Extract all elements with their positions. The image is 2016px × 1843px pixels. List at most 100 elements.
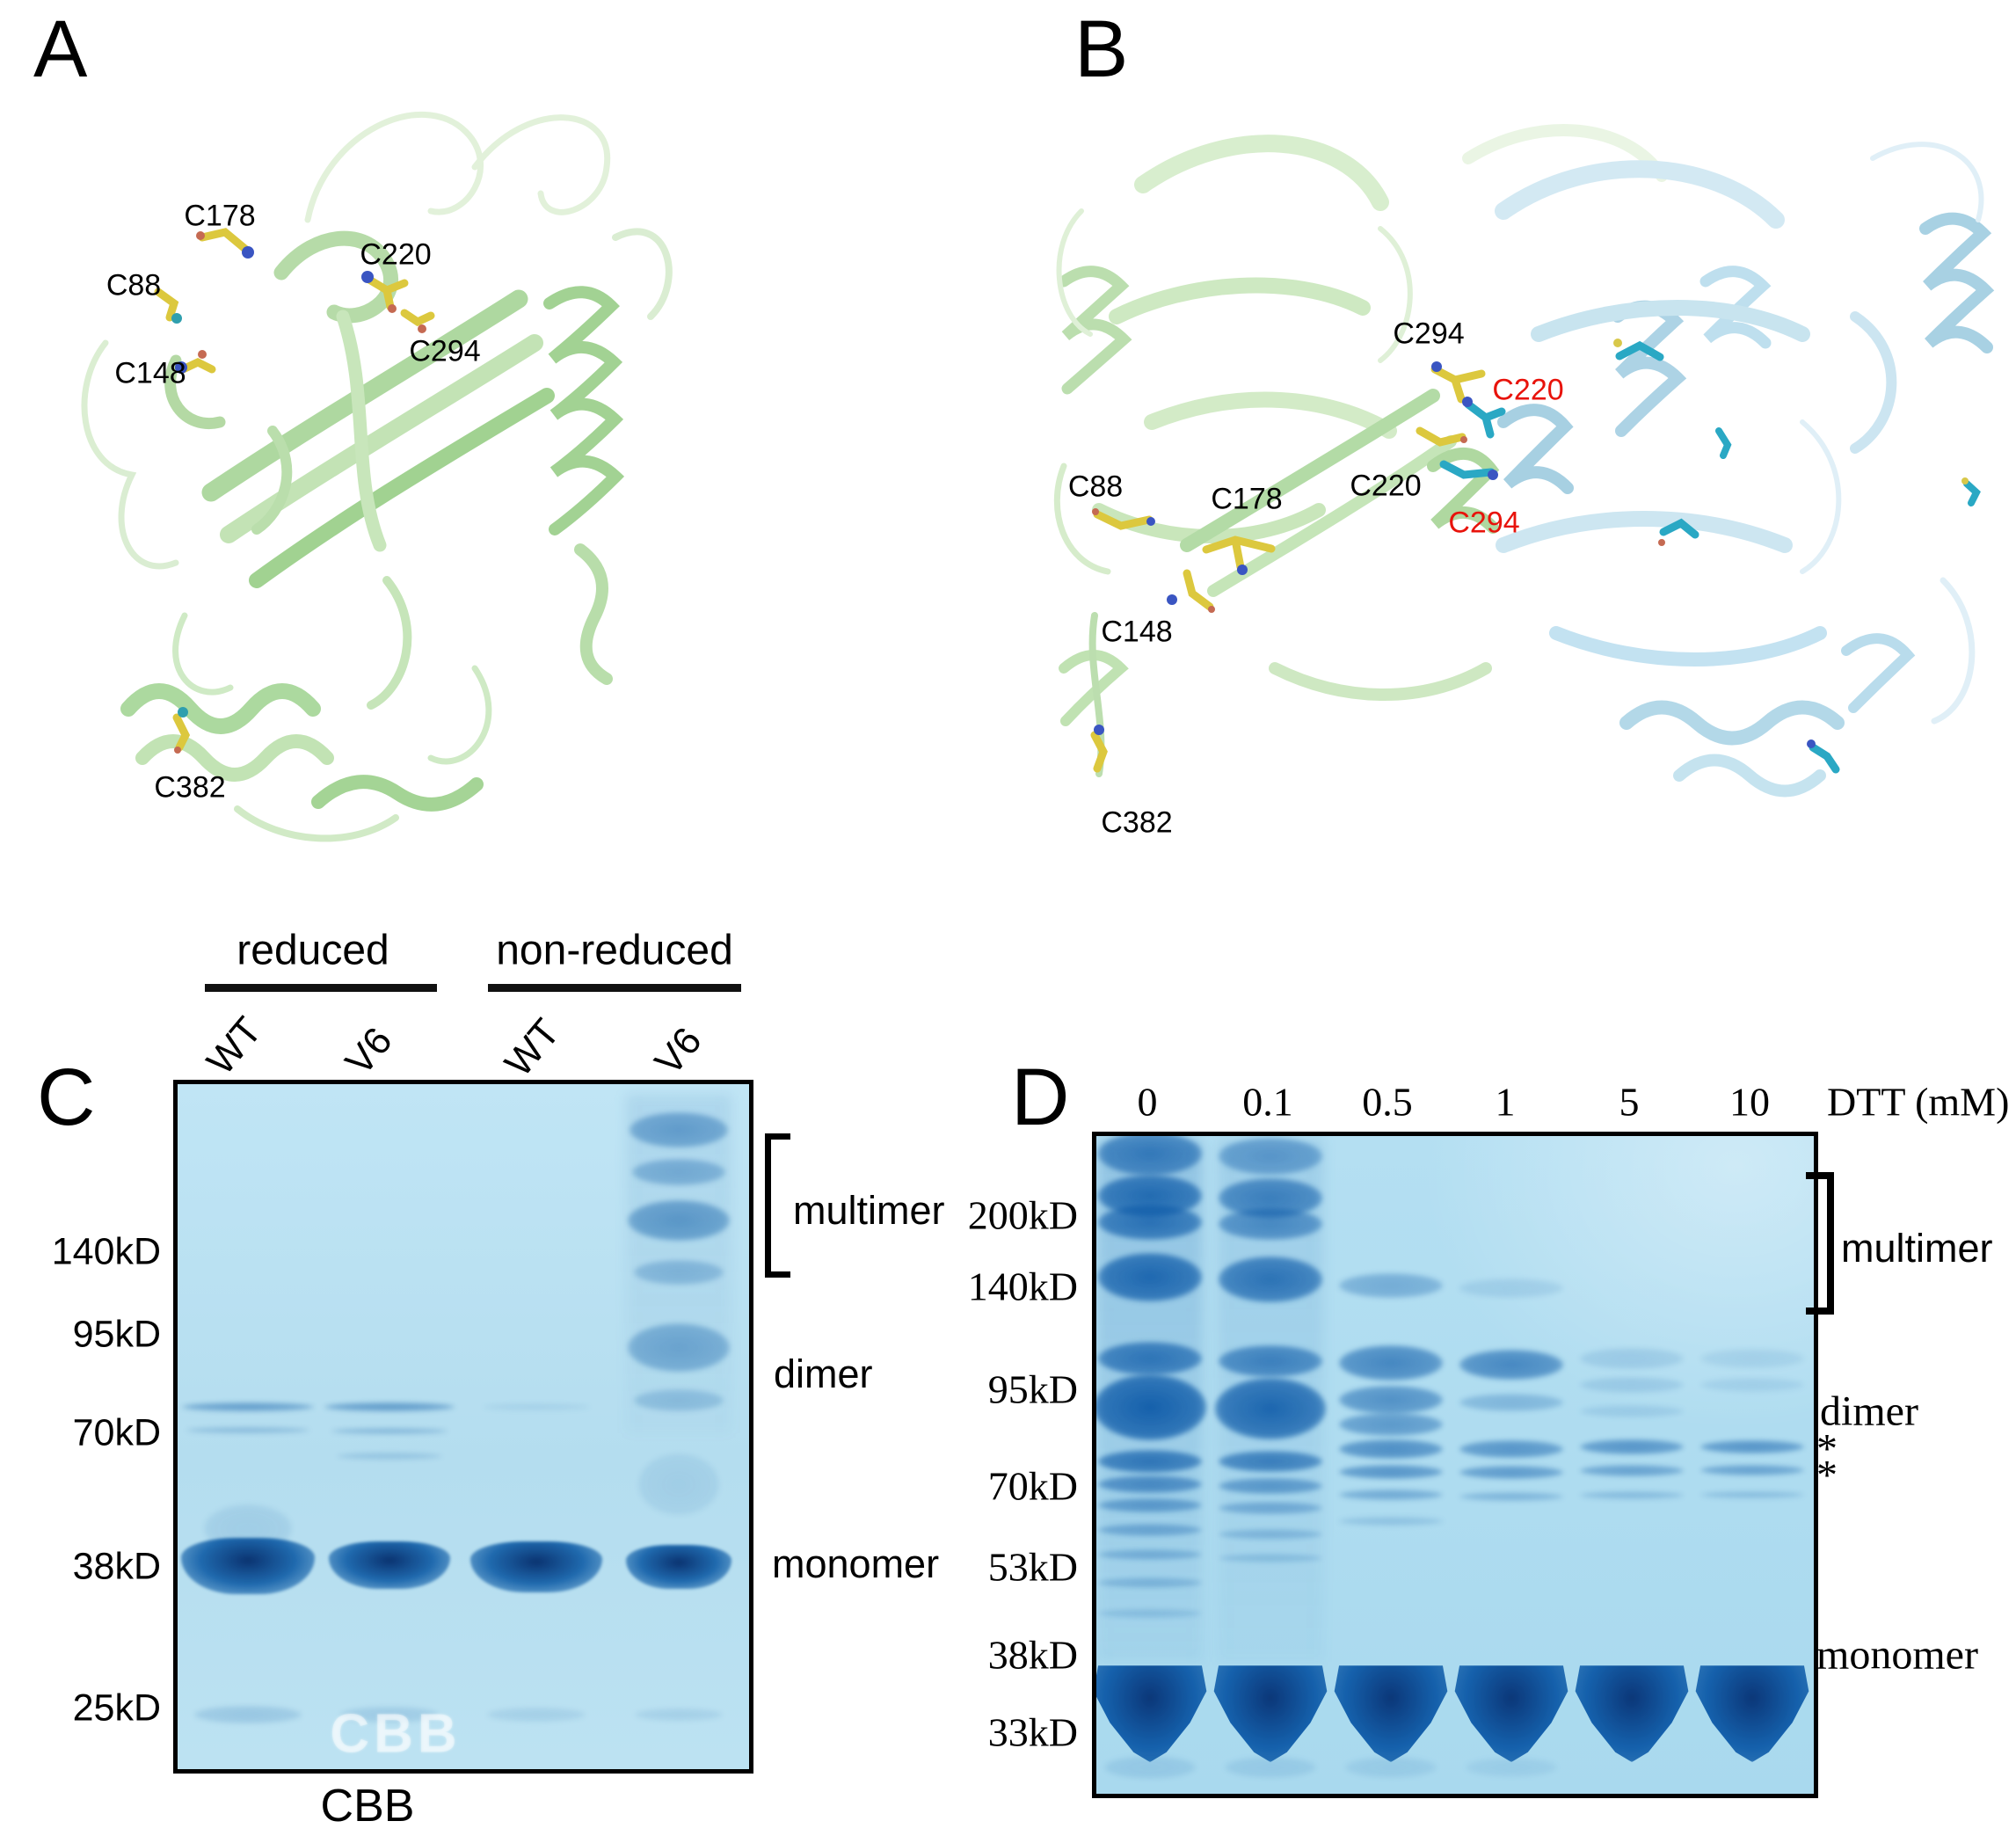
gel-band bbox=[1219, 1451, 1322, 1472]
dtt-concentration-label: 5 bbox=[1619, 1079, 1640, 1125]
gel-band bbox=[632, 1159, 725, 1185]
multimer-bracket-d bbox=[1806, 1172, 1834, 1315]
panel-a-letter: A bbox=[33, 4, 88, 94]
gel-band bbox=[1219, 1478, 1322, 1494]
gel-band bbox=[1098, 1205, 1202, 1240]
residue-label: C148 bbox=[114, 356, 186, 390]
gel-band bbox=[628, 1200, 730, 1241]
band-label: * bbox=[1816, 1452, 1838, 1499]
gel-band bbox=[324, 1402, 455, 1411]
monomer-band bbox=[329, 1541, 450, 1589]
residue-label: C220 bbox=[1492, 373, 1564, 407]
residue-label: C178 bbox=[184, 199, 256, 233]
cysteine-sticks-a bbox=[154, 228, 435, 754]
residue-label: C178 bbox=[1211, 482, 1283, 516]
panel-c-caption: CBB bbox=[320, 1781, 415, 1832]
gel-band bbox=[1339, 1345, 1443, 1380]
gel-band bbox=[1339, 1517, 1443, 1526]
gel-band bbox=[1219, 1529, 1322, 1540]
band-label: monomer bbox=[772, 1541, 940, 1586]
lane-label: WT bbox=[496, 1010, 569, 1085]
mw-marker: 38kD bbox=[72, 1545, 161, 1588]
mw-marker: 25kD bbox=[72, 1686, 161, 1730]
mw-marker: 200kD bbox=[967, 1192, 1078, 1238]
gel-band bbox=[340, 1707, 439, 1723]
band-label: multimer bbox=[1841, 1226, 1993, 1271]
gel-c-watermark: CBB bbox=[330, 1703, 462, 1765]
condition-underline bbox=[488, 984, 741, 992]
gel-band bbox=[1700, 1439, 1804, 1453]
mw-marker: 38kD bbox=[987, 1632, 1078, 1678]
gel-band bbox=[1580, 1464, 1684, 1476]
gel-band bbox=[1339, 1439, 1443, 1459]
gel-band bbox=[635, 1708, 723, 1721]
gel-band bbox=[1339, 1490, 1443, 1500]
gel-band bbox=[1459, 1350, 1563, 1380]
panel-d-letter: D bbox=[1011, 1053, 1070, 1142]
residue-label: C220 bbox=[360, 237, 432, 272]
mw-marker: 95kD bbox=[72, 1313, 161, 1356]
dtt-unit-label: DTT (mM) bbox=[1827, 1079, 2010, 1125]
gel-band bbox=[1219, 1208, 1322, 1240]
panel-b-letter: B bbox=[1074, 4, 1129, 94]
gel-band bbox=[1700, 1491, 1804, 1498]
gel-band bbox=[1580, 1405, 1684, 1417]
gel-band bbox=[483, 1403, 590, 1410]
dtt-concentration-label: 0 bbox=[1137, 1079, 1158, 1125]
gel-band bbox=[194, 1706, 302, 1723]
gel-band bbox=[1098, 1450, 1202, 1473]
gel-band bbox=[1219, 1138, 1322, 1175]
gel-band bbox=[1098, 1498, 1202, 1512]
gel-d-dtt-titration bbox=[1092, 1132, 1818, 1798]
gel-band bbox=[1580, 1490, 1684, 1499]
gel-band bbox=[1098, 1252, 1202, 1301]
gel-band bbox=[628, 1322, 730, 1372]
gel-band bbox=[1219, 1502, 1322, 1514]
gel-band bbox=[1098, 1609, 1202, 1618]
lane-smear-streak bbox=[626, 1095, 731, 1433]
gel-band bbox=[630, 1112, 728, 1147]
mw-marker: 70kD bbox=[987, 1463, 1078, 1509]
band-label: dimer bbox=[1820, 1388, 1918, 1435]
dtt-concentration-label: 0.1 bbox=[1242, 1079, 1293, 1125]
residue-label: C88 bbox=[106, 268, 162, 302]
gel-band bbox=[1098, 1524, 1202, 1536]
gel-c-cbb bbox=[173, 1080, 753, 1774]
protein-monomer-ribbon-image bbox=[81, 111, 673, 842]
mw-marker: 53kD bbox=[987, 1544, 1078, 1590]
gel-d-light-area bbox=[1419, 1136, 1814, 1432]
panel-c-letter: C bbox=[37, 1053, 96, 1142]
lane-label: V6 bbox=[337, 1019, 401, 1084]
condition-label: reduced bbox=[237, 927, 389, 974]
gel-band bbox=[634, 1260, 724, 1285]
lane-label: WT bbox=[198, 1009, 271, 1083]
band-label: * bbox=[1816, 1425, 1838, 1473]
gel-band bbox=[337, 1453, 442, 1460]
mw-marker: 33kD bbox=[987, 1709, 1078, 1755]
monomer-band bbox=[1454, 1665, 1568, 1762]
monomer-band bbox=[1575, 1665, 1689, 1762]
gel-band bbox=[634, 1388, 724, 1411]
gel-band bbox=[487, 1708, 586, 1722]
gel-band bbox=[1339, 1465, 1443, 1479]
gel-band bbox=[1459, 1278, 1563, 1298]
monomer-band bbox=[181, 1538, 315, 1594]
monomer-band bbox=[1213, 1665, 1328, 1762]
gel-band bbox=[638, 1453, 719, 1515]
gel-band bbox=[1580, 1377, 1684, 1393]
monomer-band bbox=[626, 1545, 731, 1589]
dtt-concentration-label: 10 bbox=[1729, 1079, 1770, 1125]
gel-band bbox=[1580, 1439, 1684, 1454]
gel-band bbox=[1098, 1577, 1202, 1588]
gel-band bbox=[1339, 1273, 1443, 1298]
mw-marker: 140kD bbox=[51, 1230, 161, 1273]
monomer-band bbox=[1096, 1665, 1207, 1762]
gel-band bbox=[1339, 1413, 1443, 1436]
gel-band bbox=[1459, 1394, 1563, 1411]
gel-band bbox=[1700, 1378, 1804, 1392]
gel-band bbox=[1339, 1386, 1443, 1414]
dtt-concentration-label: 1 bbox=[1495, 1079, 1516, 1125]
gel-band bbox=[1098, 1342, 1202, 1375]
residue-label: C294 bbox=[409, 334, 481, 368]
gel-band bbox=[182, 1402, 314, 1411]
